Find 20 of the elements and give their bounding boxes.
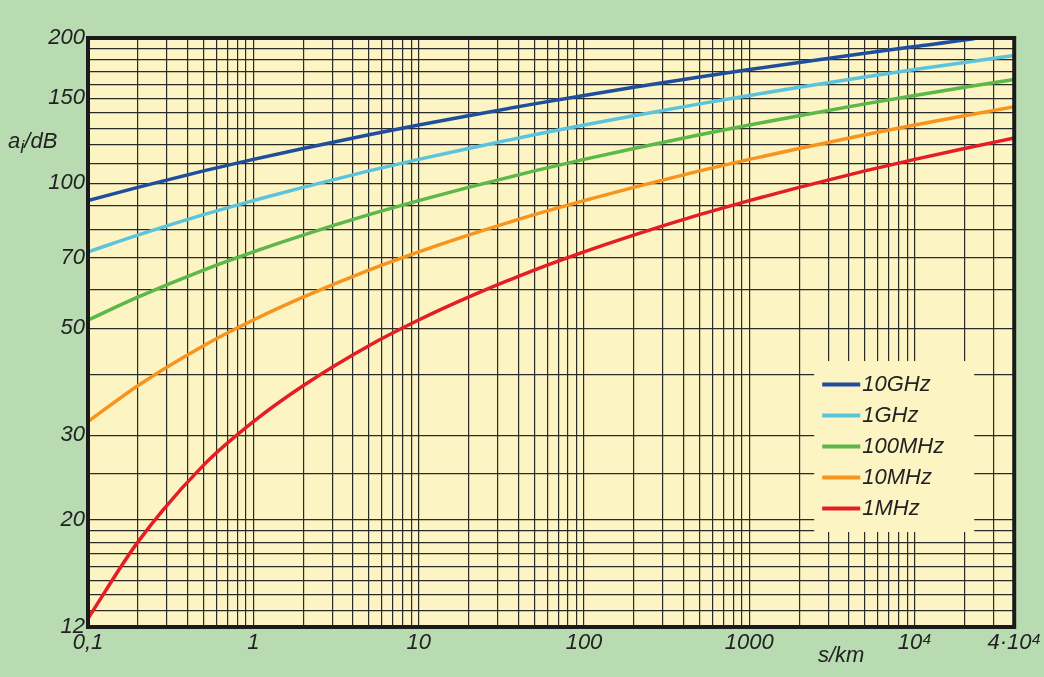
- y-tick-label: 70: [60, 243, 86, 269]
- x-tick-label: 4·10⁴: [987, 629, 1041, 655]
- legend-label: 10MHz: [862, 463, 932, 489]
- x-tick-label: 10⁴: [897, 629, 932, 655]
- legend-label: 10GHz: [862, 370, 931, 396]
- x-tick-label: 100: [565, 629, 604, 655]
- legend-label: 1MHz: [862, 494, 920, 520]
- y-tick-label: 100: [48, 169, 86, 195]
- x-tick-label: 10: [406, 629, 432, 655]
- y-tick-label: 20: [59, 506, 86, 532]
- y-tick-label: 200: [47, 24, 86, 50]
- x-axis-title: s/km: [818, 642, 865, 668]
- y-tick-label: 30: [60, 421, 86, 447]
- y-axis-title: a$_{i}$/dB: [8, 128, 58, 159]
- legend-label: 100MHz: [862, 432, 945, 458]
- y-tick-label: 50: [60, 314, 86, 340]
- x-tick-label: 1000: [724, 629, 775, 655]
- legend-label: 1GHz: [862, 401, 919, 427]
- y-tick-label: 150: [48, 84, 86, 110]
- x-tick-label: 1: [247, 629, 260, 655]
